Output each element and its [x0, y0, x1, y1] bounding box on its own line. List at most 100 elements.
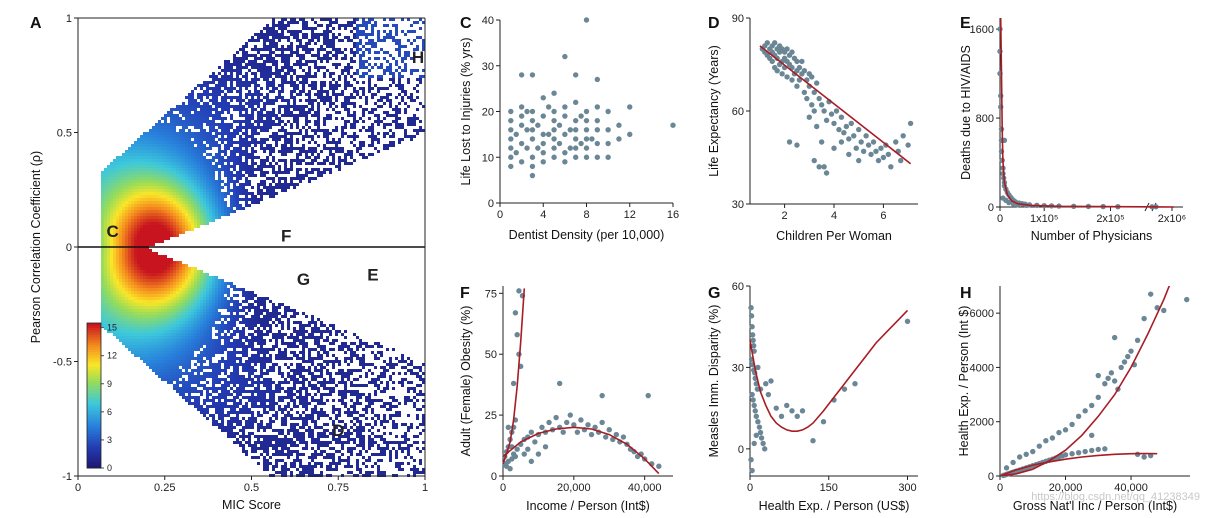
panel-H-points	[1000, 291, 1190, 479]
panel-C-y-tick-label: 40	[482, 15, 494, 27]
panel-E-y-axis-label: Deaths due to HIV/AIDS	[959, 45, 973, 180]
panel-D-point	[784, 74, 790, 80]
panel-G-point	[810, 438, 816, 444]
panel-F-point	[556, 380, 563, 387]
panel-G-point	[784, 402, 790, 409]
panel-G-point	[799, 408, 806, 414]
panel-C-points	[508, 17, 676, 179]
panel-A-x-axis-label: MIC Score	[222, 498, 281, 512]
panel-D-point	[809, 102, 815, 108]
panel-G-point	[763, 381, 769, 387]
panel-G-letter: G	[708, 285, 720, 302]
panel-D-point	[796, 64, 803, 71]
panel-F-point	[528, 429, 535, 435]
panel-C-y-tick-label: 20	[482, 107, 494, 119]
panel-D-point	[836, 126, 842, 133]
panel-G-point	[773, 405, 779, 411]
panel-C-point	[545, 131, 552, 138]
panel-G-x-tick-label: 150	[820, 482, 838, 494]
panel-G-point	[749, 324, 755, 330]
panel-D-y-tick-label: 90	[732, 13, 744, 25]
panel-D-axes: 2 4 6 30 60 90 Children Per Woman Life Expectan…	[707, 13, 918, 243]
panel-D-point	[823, 170, 830, 176]
panel-H-fit-line	[1000, 452, 1158, 476]
panel-D-fit-line	[759, 45, 912, 165]
panel-D-point	[818, 102, 825, 108]
panel-F-point	[532, 439, 538, 445]
panel-D-point	[863, 133, 869, 139]
panel-C-point	[562, 53, 568, 60]
panel-G-point	[794, 413, 800, 419]
panel-F-axes: 0 20,000 40,000 0 25 50 75 Income / Person (Int…	[459, 285, 673, 513]
panel-H-point	[1102, 446, 1108, 452]
panel-F-point	[516, 288, 522, 294]
panel-H-point	[1128, 348, 1134, 354]
panel-C-point	[567, 127, 573, 133]
panel-D-point	[814, 80, 820, 86]
panel-C-point	[594, 140, 601, 147]
panel-H-point	[1075, 413, 1082, 419]
panel-F-point	[603, 434, 609, 440]
panel-D-point	[823, 117, 830, 124]
panel-F-y-tick-label: 75	[485, 288, 497, 300]
panel-C-point	[513, 149, 519, 156]
panel-C-point	[583, 108, 590, 115]
panel-G-y-tick-label: 0	[738, 444, 744, 456]
panel-A-colorbar-tick-label: 12	[107, 351, 117, 361]
panel-D-point	[818, 139, 825, 145]
panel-D-point	[878, 145, 884, 151]
panel-A-x-tick-label: 0.25	[154, 482, 175, 494]
panel-G-point	[750, 337, 756, 343]
panel-D-point	[772, 40, 778, 46]
panel-E-y-tick-label: 1600	[970, 24, 994, 36]
panel-F-point	[505, 424, 512, 430]
panel-C-point	[594, 117, 601, 124]
panel-C-point	[551, 145, 557, 151]
panel-C-point	[616, 122, 622, 128]
panel-F-x-axis-label: Income / Person (Int$)	[526, 499, 650, 513]
panel-H-point	[1095, 446, 1101, 453]
panel-D-x-tick-label: 6	[880, 210, 886, 222]
panel-A-colorbar-tick-label: 3	[107, 435, 112, 445]
panel-H: 0 20,000 40,000 0 2000 4000 6000 Gross Nat'l In…	[957, 285, 1190, 513]
panel-H-point	[1056, 429, 1062, 436]
panel-D-point	[831, 145, 837, 151]
panel-F-point	[585, 422, 591, 428]
panel-G-point	[757, 429, 764, 436]
panel-C-point	[583, 145, 590, 151]
panel-D-point	[811, 157, 817, 164]
panel-C-point	[605, 154, 611, 160]
panel-F-point	[599, 392, 605, 399]
panel-C-point	[508, 108, 514, 115]
panel-C-point	[562, 159, 568, 165]
panel-F-point	[528, 458, 535, 465]
panel-G-point	[789, 408, 795, 414]
panel-D-point	[804, 95, 810, 102]
panel-H-point	[1003, 465, 1010, 471]
panel-E: 0 1x10⁵ 2x10⁵ 2x10⁶ 0 800 1600 Number of Physic…	[959, 15, 1186, 243]
panel-D-y-tick-label: 30	[732, 199, 744, 211]
panel-A-point-label: C	[107, 222, 119, 241]
panel-D-point	[779, 71, 785, 77]
panel-H-point	[1141, 315, 1147, 322]
panel-G-axes: 0 150 300 0 30 60 Health Exp. / Person (US$) Me…	[707, 281, 918, 513]
panel-C-point	[508, 136, 514, 142]
panel-G-point	[820, 419, 827, 425]
panel-G-x-tick-label: 300	[898, 482, 916, 494]
panel-F-point	[613, 431, 620, 438]
panel-H-point	[1161, 307, 1167, 314]
panel-D-point	[821, 164, 827, 170]
panel-G-point	[765, 391, 772, 398]
panel-D-point	[816, 95, 822, 102]
panel-C-point	[572, 145, 579, 151]
panel-D-point	[828, 111, 835, 117]
panel-H-point	[1147, 291, 1154, 297]
panel-H-point	[1125, 353, 1131, 360]
panel-C-point	[583, 136, 590, 142]
panel-A-y-tick-label: -0.5	[53, 357, 72, 369]
panel-C-x-tick-label: 12	[624, 209, 636, 221]
panel-A-y-tick-label: 0.5	[57, 128, 72, 140]
panel-C-point	[529, 154, 536, 160]
panel-H-point	[1075, 449, 1082, 456]
